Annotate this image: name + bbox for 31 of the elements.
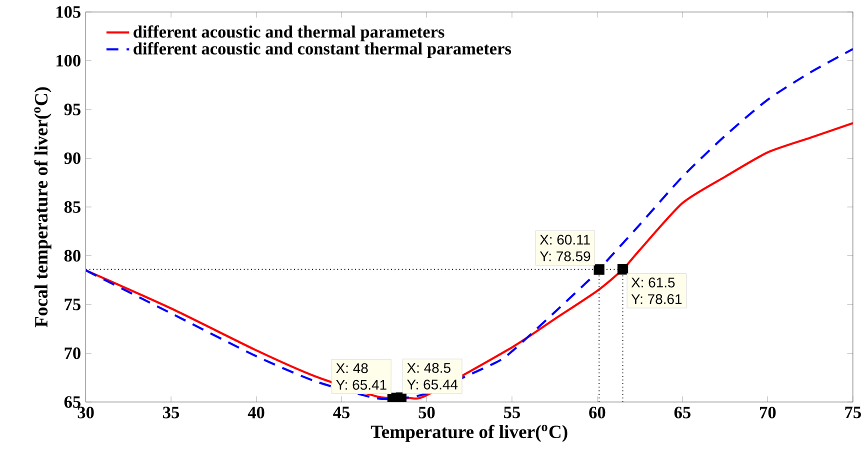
y-tick-label: 105 xyxy=(56,6,80,18)
x-axis-title: Temperature of liver($^{o}$C) xyxy=(370,424,568,442)
y-tick-label: 95 xyxy=(64,104,80,116)
x-tick-label: 35 xyxy=(163,406,180,418)
x-tick-label: 65 xyxy=(674,406,690,418)
x-tick-label: 60 xyxy=(589,406,606,418)
legend-label: different acoustic and constant thermal parameters xyxy=(134,42,512,58)
x-tick-label: 70 xyxy=(760,406,776,418)
y-tick-label: 70 xyxy=(64,347,80,360)
annotation: X: 60.11 xyxy=(540,234,590,245)
x-tick-label: 45 xyxy=(333,406,350,418)
y-tick-label: 65 xyxy=(64,396,80,408)
annotation: X: 48.5 xyxy=(407,363,450,373)
annotation: X: 48 xyxy=(336,363,368,374)
annotation: Y: 65.44 xyxy=(407,380,458,390)
y-tick-label: 80 xyxy=(64,250,80,262)
y-tick-label: 85 xyxy=(64,201,80,213)
x-tick-label: 40 xyxy=(248,406,264,418)
y-tick-label: 100 xyxy=(56,54,80,67)
y-tick-label: 75 xyxy=(64,298,80,310)
x-tick-label: 55 xyxy=(504,406,520,418)
annotation: Y: 78.61 xyxy=(631,294,682,304)
x-tick-label: 30 xyxy=(78,406,94,418)
annotation: Y: 78.59 xyxy=(540,251,590,262)
annotation: X: 61.5 xyxy=(631,278,675,288)
y-tick-label: 90 xyxy=(64,152,80,164)
annotation: Y: 65.41 xyxy=(336,380,386,390)
legend-label: different acoustic and thermal parameters xyxy=(134,25,444,42)
x-tick-label: 75 xyxy=(845,406,861,418)
y-axis-title: Focal temperature of liver($^{o}$C) xyxy=(34,87,52,328)
x-tick-label: 50 xyxy=(418,406,435,418)
